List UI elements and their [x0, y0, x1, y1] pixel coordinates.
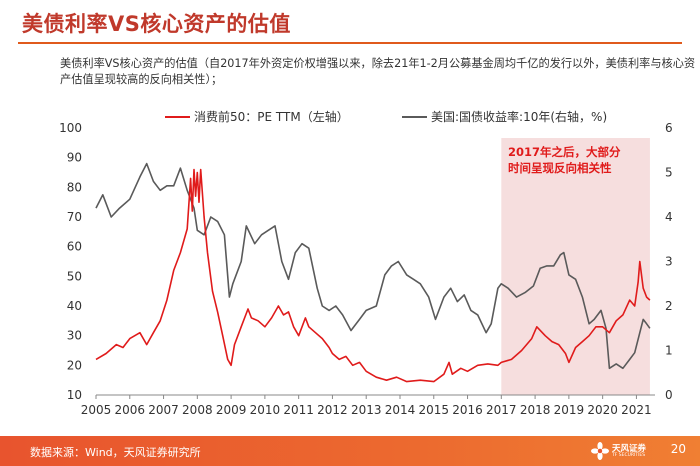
series-line-pe	[95, 168, 651, 383]
flower-icon	[591, 442, 609, 460]
x-tick-label: 2020	[587, 403, 618, 417]
page-number: 20	[670, 442, 686, 456]
annotation-line-2: 时间呈现反向相关性	[508, 161, 612, 175]
x-tick-label: 2009	[216, 403, 247, 417]
x-tick-label: 2010	[250, 403, 281, 417]
x-tick-label: 2017	[486, 403, 517, 417]
y-left-tick-label: 70	[67, 210, 82, 224]
y-right-tick-label: 6	[665, 121, 673, 135]
footer-bar: 数据来源：Wind，天风证券研究所 天风证券 TF SECURITIES 20	[0, 436, 700, 466]
logo-subtext: TF SECURITIES	[612, 453, 646, 458]
x-tick-label: 2012	[317, 403, 348, 417]
annotation-line-1: 2017年之后，大部分	[508, 145, 621, 159]
y-right-tick-label: 2	[665, 299, 673, 313]
y-right-tick-label: 5	[665, 166, 673, 180]
x-tick-label: 2021	[621, 403, 652, 417]
y-left-tick-label: 100	[59, 121, 82, 135]
x-tick-label: 2007	[148, 403, 179, 417]
x-tick-label: 2015	[418, 403, 449, 417]
y-right-tick-label: 1	[665, 344, 673, 358]
title-rule	[18, 42, 682, 44]
y-left-tick-label: 40	[67, 299, 82, 313]
x-tick-label: 2019	[554, 403, 585, 417]
shaded-region	[501, 138, 650, 395]
y-right-tick-label: 4	[665, 210, 673, 224]
legend-label-pe: 消费前50：PE TTM（左轴）	[194, 109, 349, 124]
y-left-tick-label: 60	[67, 240, 82, 254]
x-tick-label: 2016	[452, 403, 483, 417]
y-left-tick-label: 20	[67, 358, 82, 372]
x-tick-label: 2008	[182, 403, 213, 417]
x-tick-label: 2006	[115, 403, 146, 417]
y-left-tick-label: 90	[67, 151, 82, 165]
source-note: 数据来源：Wind，天风证券研究所	[30, 446, 201, 459]
legend-label-treasury: 美国:国债收益率:10年(右轴，%)	[431, 109, 607, 124]
y-left-tick-label: 10	[67, 388, 82, 402]
y-right-tick-label: 3	[665, 255, 673, 269]
y-right-tick-label: 0	[665, 388, 673, 402]
x-tick-label: 2014	[385, 403, 416, 417]
page-subtitle: 美债利率VS核心资产的估值（自2017年外资定价权增强以来，除去21年1-2月公…	[60, 57, 696, 86]
logo-text: 天风证券	[612, 444, 647, 454]
y-left-tick-label: 50	[67, 269, 82, 283]
x-tick-label: 2005	[81, 403, 112, 417]
brand-logo: 天风证券 TF SECURITIES	[590, 438, 660, 464]
x-tick-label: 2013	[351, 403, 382, 417]
x-tick-label: 2011	[283, 403, 314, 417]
y-left-tick-label: 80	[67, 180, 82, 194]
x-tick-label: 2018	[520, 403, 551, 417]
chart: 10 20 30 40 50 60 70 80 90 100 0 1 2 3 4 5 6 2005 2006 2007…	[59, 109, 673, 417]
y-left-tick-label: 30	[67, 329, 82, 343]
page-title: 美债利率VS核心资产的估值	[22, 12, 291, 36]
series-line-treasury-yield	[95, 162, 651, 370]
